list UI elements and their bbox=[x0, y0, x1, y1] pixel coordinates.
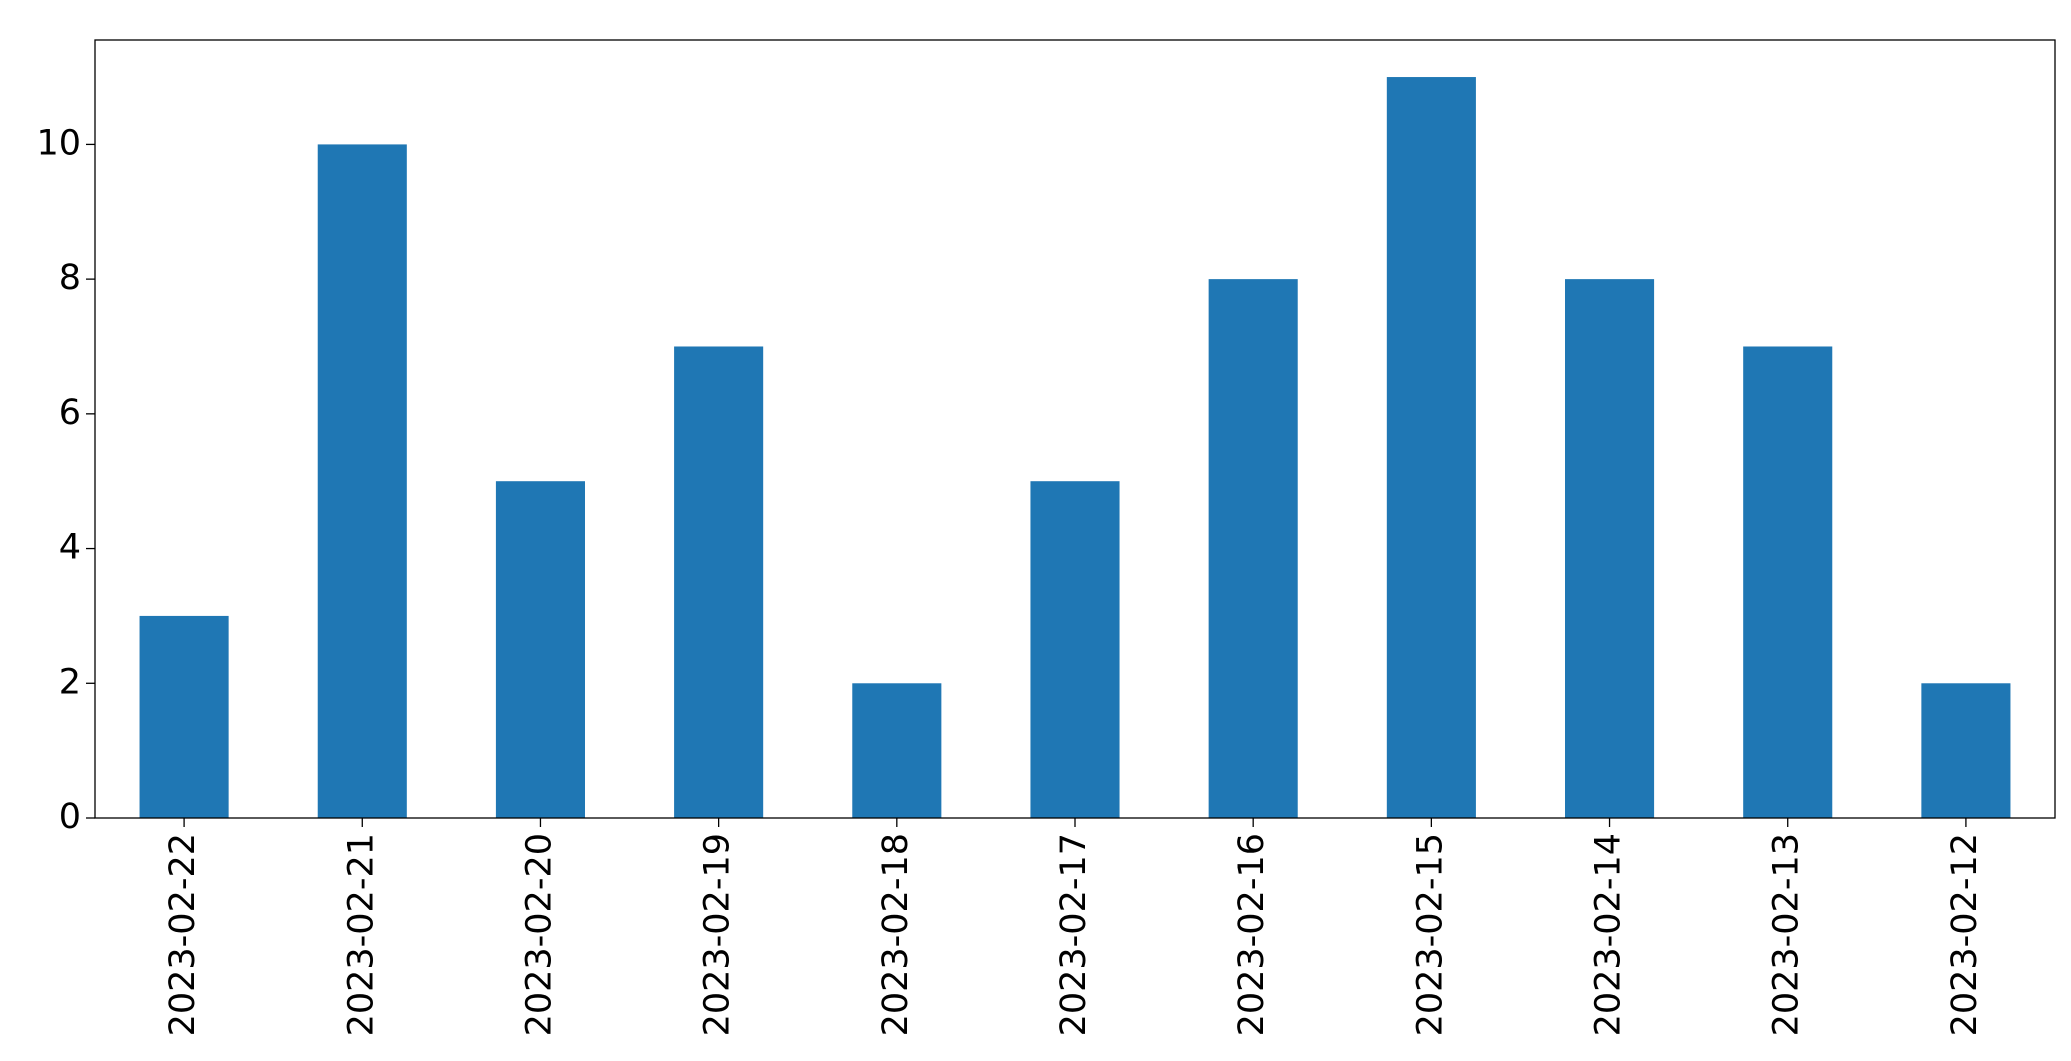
bar bbox=[139, 615, 229, 818]
x-tick-label: 2023-02-15 bbox=[1410, 833, 1450, 1036]
bar bbox=[852, 683, 942, 818]
bar bbox=[1208, 279, 1298, 818]
bar bbox=[1030, 481, 1120, 818]
bar bbox=[495, 481, 585, 818]
x-tick-label: 2023-02-22 bbox=[163, 833, 203, 1036]
y-tick-label: 6 bbox=[59, 393, 81, 433]
bar bbox=[1743, 346, 1833, 818]
bar bbox=[1565, 279, 1655, 818]
y-tick-label: 4 bbox=[59, 528, 81, 568]
axes-frame bbox=[94, 39, 2056, 819]
x-tick-label: 2023-02-20 bbox=[519, 833, 559, 1036]
x-tick-label: 2023-02-16 bbox=[1232, 833, 1272, 1036]
bar bbox=[1386, 77, 1476, 819]
y-tick-label: 2 bbox=[59, 662, 81, 702]
bar bbox=[317, 144, 407, 818]
x-tick-label: 2023-02-14 bbox=[1589, 833, 1629, 1036]
x-tick-label: 2023-02-19 bbox=[698, 833, 738, 1036]
x-tick-label: 2023-02-18 bbox=[876, 833, 916, 1036]
x-tick-label: 2023-02-21 bbox=[341, 833, 381, 1036]
y-tick-label: 10 bbox=[36, 123, 81, 163]
y-tick-label: 8 bbox=[59, 258, 81, 298]
bar bbox=[1921, 683, 2011, 818]
bar bbox=[674, 346, 764, 818]
x-tick-label: 2023-02-13 bbox=[1767, 833, 1807, 1036]
x-tick-label: 2023-02-12 bbox=[1945, 833, 1985, 1036]
x-tick-label: 2023-02-17 bbox=[1054, 833, 1094, 1036]
y-tick-label: 0 bbox=[59, 797, 81, 837]
